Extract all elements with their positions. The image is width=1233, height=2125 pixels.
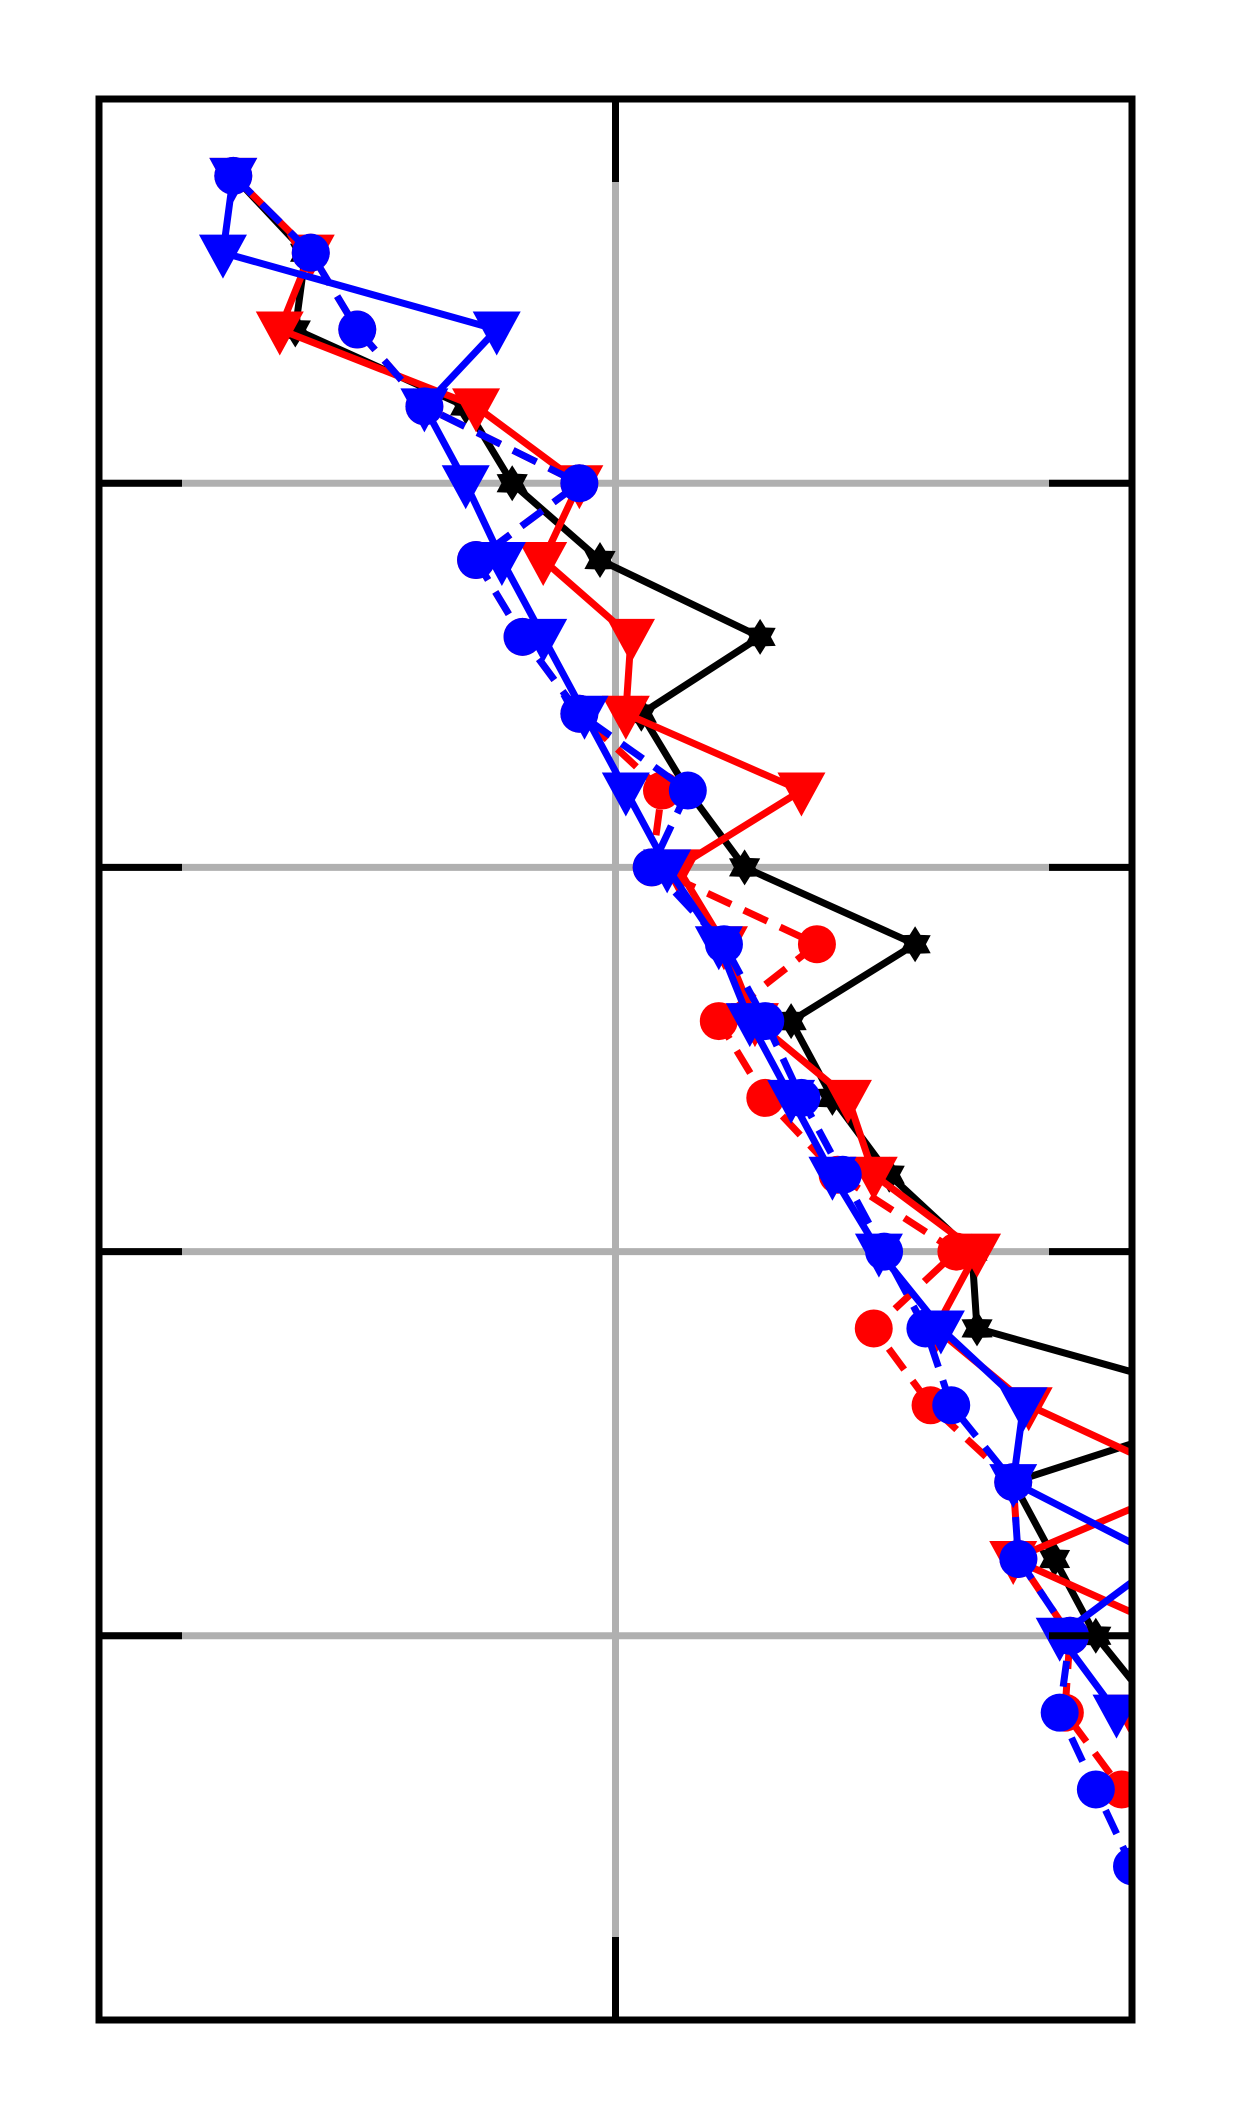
marker (797, 925, 836, 964)
marker (775, 1003, 807, 1040)
marker (854, 1309, 893, 1348)
marker (496, 465, 528, 502)
marker (1113, 1847, 1132, 1886)
marker (452, 388, 501, 433)
marker (744, 618, 776, 655)
marker (503, 617, 542, 656)
marker (849, 1156, 898, 1201)
marker (865, 1232, 904, 1271)
marker (1142, 1695, 1173, 1731)
marker (823, 1079, 872, 1124)
marker (1076, 1770, 1115, 1809)
marker (999, 1387, 1048, 1432)
marker (1160, 1618, 1208, 1662)
marker (1092, 1694, 1132, 1739)
marker (1165, 1847, 1203, 1885)
marker (668, 771, 707, 810)
marker (782, 1078, 821, 1117)
marker (777, 772, 826, 817)
marker (729, 849, 761, 886)
marker (699, 1002, 738, 1041)
marker (441, 465, 490, 510)
marker (338, 310, 377, 349)
marker (606, 618, 655, 663)
marker (584, 542, 616, 578)
marker (932, 1386, 971, 1425)
marker (291, 233, 330, 272)
marker (560, 694, 599, 733)
marker (214, 156, 253, 195)
series (198, 157, 1187, 1739)
marker (994, 1463, 1033, 1502)
marker (906, 1309, 945, 1348)
marker (899, 926, 931, 963)
frame (95, 95, 1136, 2024)
plot-area (198, 156, 1218, 1886)
marker (472, 311, 521, 356)
marker (961, 1310, 993, 1347)
marker (560, 464, 599, 503)
marker (632, 848, 671, 887)
marker (746, 1002, 785, 1041)
marker (1038, 1541, 1071, 1577)
marker (601, 695, 650, 740)
marker (823, 1155, 862, 1194)
series (214, 156, 1132, 1886)
marker (1139, 1541, 1187, 1585)
marker (601, 772, 650, 817)
marker (937, 1232, 976, 1271)
marker (405, 387, 444, 426)
series-line (230, 173, 1132, 1868)
marker (999, 1539, 1038, 1578)
marker (1170, 1464, 1218, 1508)
plot-frame (95, 95, 1136, 2024)
marker (704, 925, 743, 964)
marker (255, 311, 304, 356)
marker (198, 234, 247, 279)
marker (1040, 1693, 1079, 1732)
grid (95, 95, 1136, 2024)
marker (519, 542, 568, 587)
marker (457, 541, 496, 580)
